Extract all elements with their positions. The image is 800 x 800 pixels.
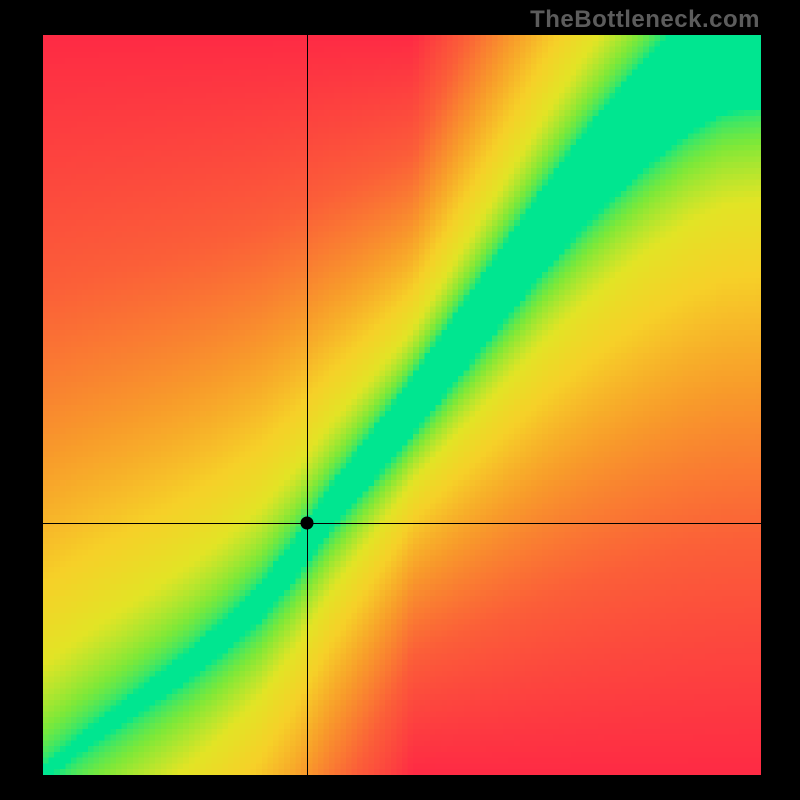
plot-area: [43, 35, 761, 775]
heatmap-canvas: [43, 35, 761, 775]
crosshair-vertical: [307, 35, 308, 775]
watermark-text: TheBottleneck.com: [530, 6, 760, 34]
marker-dot: [300, 517, 313, 530]
crosshair-horizontal: [43, 523, 761, 524]
chart-container: TheBottleneck.com: [0, 0, 800, 800]
